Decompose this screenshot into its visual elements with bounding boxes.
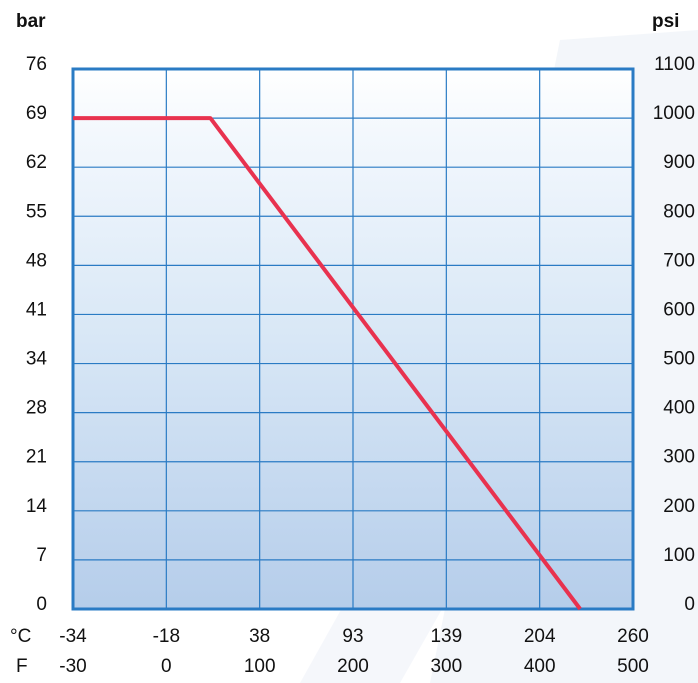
y-left-tick-label: 28 (26, 398, 47, 419)
x-fahrenheit-tick-label: 300 (430, 656, 462, 677)
x-celsius-tick-label: 38 (249, 626, 270, 647)
x-celsius-tick-label: 93 (342, 626, 363, 647)
y-left-tick-label: 7 (36, 545, 47, 566)
x-celsius-tick-label: 139 (430, 626, 462, 647)
y-left-tick-label: 41 (26, 299, 47, 320)
x-axis-fahrenheit-unit: F (16, 656, 28, 677)
grid-lines (73, 69, 633, 609)
y-left-tick-label: 76 (26, 54, 47, 75)
x-fahrenheit-tick-label: 200 (337, 656, 369, 677)
y-right-tick-label: 200 (663, 496, 695, 517)
x-celsius-tick-label: 204 (524, 626, 556, 647)
x-fahrenheit-tick-label: 400 (524, 656, 556, 677)
y-left-tick-label: 69 (26, 103, 47, 124)
y-right-tick-label: 900 (663, 152, 695, 173)
y-right-tick-label: 0 (684, 594, 695, 615)
pressure-rating-line (73, 116, 582, 611)
y-right-tick-label: 600 (663, 299, 695, 320)
x-celsius-tick-label: -18 (153, 626, 180, 647)
y-left-tick-label: 14 (26, 496, 48, 517)
y-right-tick-label: 300 (663, 447, 695, 468)
left-axis-unit: bar (16, 11, 46, 32)
y-right-tick-label: 800 (663, 201, 695, 222)
x-celsius-tick-label: 260 (617, 626, 649, 647)
x-axis-celsius-unit: °C (10, 626, 31, 647)
x-fahrenheit-tick-label: 100 (244, 656, 276, 677)
y-left-tick-label: 34 (26, 349, 48, 370)
x-fahrenheit-tick-label: -30 (59, 656, 86, 677)
y-left-tick-label: 48 (26, 250, 47, 271)
y-left-tick-label: 0 (36, 594, 47, 615)
y-right-tick-label: 1100 (654, 54, 695, 75)
y-left-tick-label: 21 (26, 447, 47, 468)
y-right-tick-label: 500 (663, 349, 695, 370)
y-right-tick-label: 400 (663, 398, 695, 419)
x-fahrenheit-tick-label: 500 (617, 656, 649, 677)
y-right-tick-label: 700 (663, 250, 695, 271)
y-right-tick-label: 100 (663, 545, 695, 566)
x-fahrenheit-tick-label: 0 (161, 656, 172, 677)
series-layer (73, 116, 582, 611)
y-left-tick-label: 55 (26, 201, 47, 222)
plot-frame (71, 67, 635, 611)
tick-labels: 0 7 14 21 28 34 41 48 55 62 69 76 0 100 200 300 400 500 60… (26, 54, 695, 677)
y-right-tick-label: 1000 (653, 103, 695, 124)
x-celsius-tick-label: -34 (59, 626, 87, 647)
right-axis-unit: psi (652, 11, 679, 32)
y-left-tick-label: 62 (26, 152, 47, 173)
